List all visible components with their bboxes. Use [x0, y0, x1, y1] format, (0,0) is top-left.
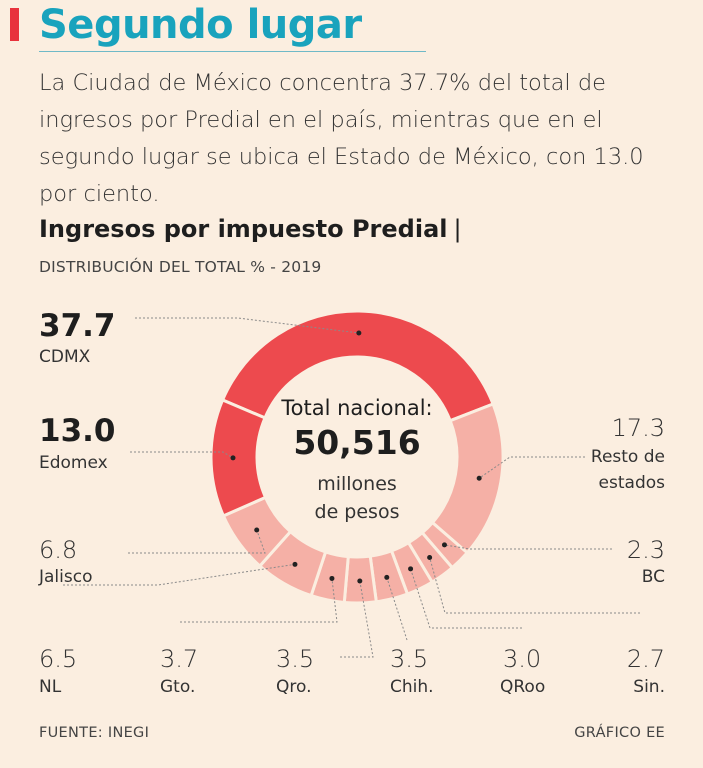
accent-bar	[10, 8, 19, 41]
leader-line-chih	[386, 577, 408, 641]
leader-dot-sin	[427, 554, 433, 560]
category-label-qroo: QRoo	[500, 677, 546, 697]
value-label-gto: 3.7	[160, 645, 199, 673]
donut-slice-edomex	[209, 397, 268, 518]
center-label: Total nacional:	[281, 396, 433, 420]
value-label-sin: 2.7	[626, 645, 665, 673]
credit-note: GRÁFICO EE	[574, 725, 665, 741]
summary-text: La Ciudad de México concentra 37.7% del …	[39, 70, 644, 207]
source-note: FUENTE: INEGI	[39, 725, 150, 741]
leader-line-qroo	[410, 568, 522, 629]
center-unit-line2: de pesos	[314, 501, 400, 523]
value-label-bc: 2.3	[626, 536, 665, 564]
headline: Segundo lugar	[39, 2, 362, 48]
leader-dot-edomex	[230, 455, 236, 461]
leader-line-resto-de-estados	[478, 456, 585, 479]
value-label-qro: 3.5	[276, 645, 315, 673]
leader-line-jalisco	[128, 529, 266, 554]
donut-slice-cdmx	[220, 309, 495, 423]
center-total: 50,516	[293, 423, 421, 462]
leader-line-qro	[340, 580, 374, 658]
center-unit: millones de pesos	[257, 470, 457, 526]
value-label-qroo: 3.0	[503, 645, 542, 673]
leader-dot-bc	[441, 542, 447, 548]
leader-line-gto	[180, 578, 338, 623]
value-label-cdmx: 37.7	[39, 308, 116, 344]
category-label-bc: BC	[641, 567, 665, 587]
category-label-nl: NL	[39, 677, 62, 697]
leader-dot-qroo	[408, 566, 414, 572]
category-label-chih: Chih.	[390, 677, 434, 697]
category-label-qro: Qro.	[276, 677, 312, 697]
center-unit-line1: millones	[317, 473, 397, 495]
value-label-jalisco: 6.8	[39, 536, 78, 564]
leader-dot-chih	[384, 574, 390, 580]
leader-dot-cdmx	[356, 330, 362, 336]
leader-dot-qro	[357, 578, 363, 584]
headline-rule	[39, 51, 426, 52]
category-label-sin: Sin.	[633, 677, 665, 697]
leader-line-bc	[444, 544, 612, 550]
leader-dot-gto	[329, 575, 335, 581]
value-label-nl: 6.5	[39, 645, 78, 673]
value-label-resto: 17.3	[611, 414, 665, 442]
category-label-resto-line1: Resto de	[590, 447, 665, 467]
chart-title-text: Ingresos por impuesto Predial	[39, 215, 448, 243]
chart-title: Ingresos por impuesto Predial |	[39, 215, 462, 243]
value-label-edomex: 13.0	[39, 413, 116, 449]
leader-line-sin	[429, 557, 640, 614]
category-label-cdmx: CDMX	[39, 347, 91, 367]
category-label-resto-line2: estados	[598, 473, 665, 493]
category-label-edomex: Edomex	[39, 453, 108, 473]
category-label-gto: Gto.	[160, 677, 196, 697]
leader-line-cdmx	[135, 317, 359, 334]
leader-dot-resto-de-estados	[476, 475, 482, 481]
chart-title-separator: |	[453, 215, 462, 243]
value-label-chih: 3.5	[390, 645, 429, 673]
category-label-jalisco: Jalisco	[39, 567, 93, 587]
leader-line-edomex	[130, 451, 234, 459]
leader-dot-nl	[292, 561, 298, 567]
leader-dot-jalisco	[254, 527, 260, 533]
chart-subtitle: DISTRIBUCIÓN DEL TOTAL % - 2019	[39, 258, 322, 276]
